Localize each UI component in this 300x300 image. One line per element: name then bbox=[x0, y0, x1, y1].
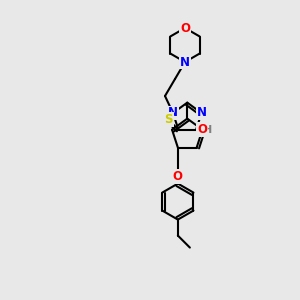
Text: S: S bbox=[164, 113, 173, 126]
Text: O: O bbox=[180, 22, 190, 34]
Text: H: H bbox=[203, 125, 212, 135]
Text: N: N bbox=[197, 123, 207, 136]
Text: N: N bbox=[168, 106, 178, 119]
Text: N: N bbox=[196, 106, 206, 119]
Text: O: O bbox=[173, 170, 183, 183]
Text: O: O bbox=[197, 123, 208, 136]
Text: N: N bbox=[180, 56, 190, 68]
